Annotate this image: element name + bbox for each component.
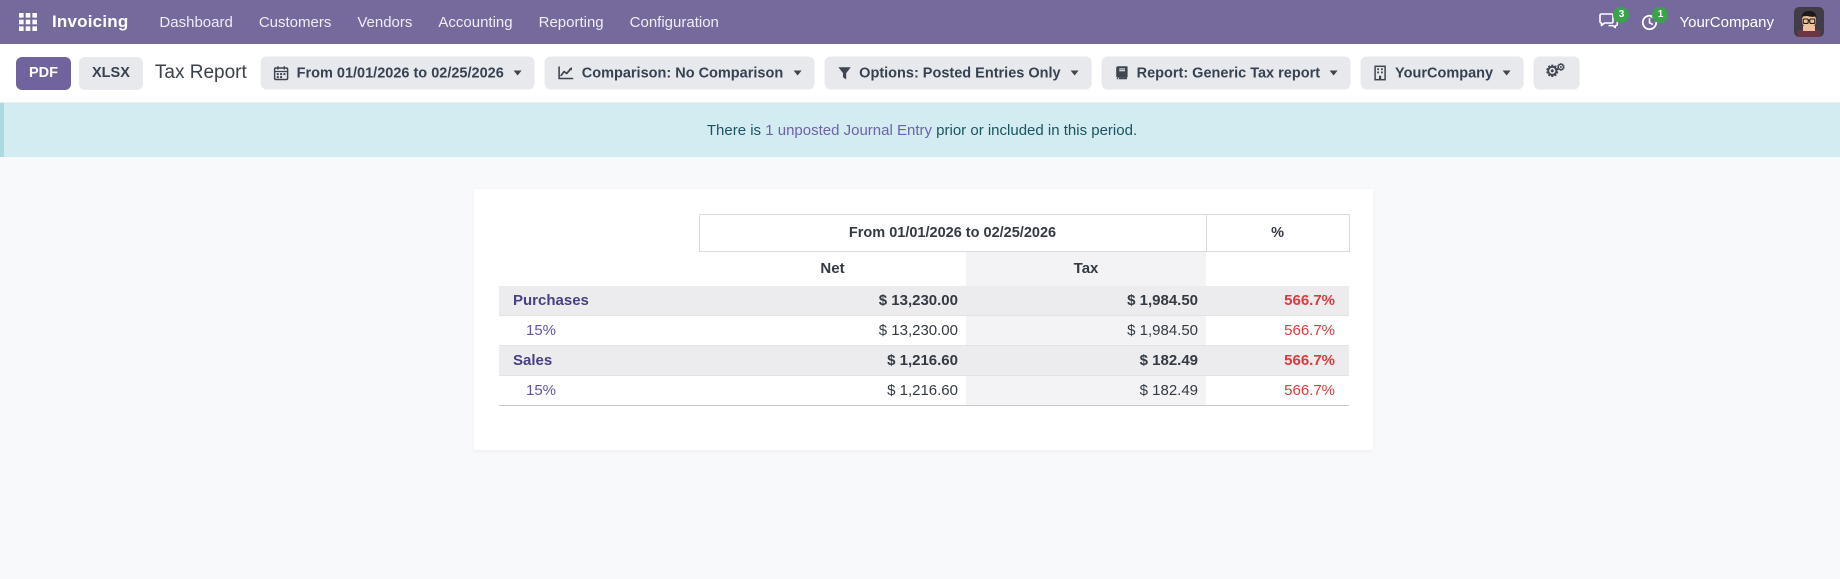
gears-icon: ⚙⚙ (1545, 62, 1566, 80)
filter-funnel-icon (837, 66, 851, 79)
comparison-filter-button[interactable]: Comparison: No Comparison (544, 56, 815, 90)
chevron-down-icon (1330, 70, 1339, 76)
row-name-cell[interactable]: 15% (499, 315, 699, 346)
percent-header-cell: % (1205, 214, 1350, 252)
report-variant-label: Report: Generic Tax report (1136, 65, 1321, 81)
net-tax-header-row: Net Tax (499, 251, 1349, 286)
empty-corner-cell (499, 215, 699, 252)
percent-cell: 566.7% (1206, 345, 1350, 376)
empty-cell (499, 252, 699, 286)
empty-cell (1206, 252, 1349, 286)
table-row: 15% $ 13,230.00 $ 1,984.50 566.7% (499, 315, 1350, 346)
avatar-image (1794, 7, 1824, 37)
activities-count-badge: 1 (1652, 6, 1669, 23)
company-filter-label: YourCompany (1395, 65, 1494, 81)
net-column-header: Net (820, 260, 845, 278)
filter-group: From 01/01/2026 to 02/25/2026 Comparison… (260, 56, 1580, 90)
options-filter-button[interactable]: Options: Posted Entries Only (824, 56, 1092, 90)
percent-cell: 566.7% (1206, 315, 1350, 346)
tax-report-card: From 01/01/2026 to 02/25/2026 % Net Tax … (474, 189, 1373, 450)
menu-item-accounting[interactable]: Accounting (438, 13, 513, 31)
percent-cell: 566.7% (1206, 375, 1350, 406)
activities-button[interactable]: 1 (1640, 6, 1669, 32)
control-bar: PDF XLSX Tax Report From 01/01/2026 to 0… (0, 44, 1840, 103)
table-row: Sales $ 1,216.60 $ 182.49 566.7% (499, 345, 1350, 376)
comparison-label: Comparison: No Comparison (581, 65, 784, 81)
top-navbar: Invoicing Dashboard Customers Vendors Ac… (0, 0, 1840, 44)
navbar-right: 3 1 YourCompany (1598, 6, 1830, 37)
date-range-label: From 01/01/2026 to 02/25/2026 (296, 65, 504, 81)
apps-grid-icon (19, 13, 37, 31)
content-area: From 01/01/2026 to 02/25/2026 % Net Tax … (0, 157, 1840, 579)
unposted-journal-entry-link[interactable]: 1 unposted Journal Entry (765, 121, 932, 139)
messages-count-badge: 3 (1613, 7, 1630, 23)
tax-amount-cell[interactable]: $ 182.49 (966, 345, 1207, 376)
calendar-icon (273, 66, 289, 81)
chevron-down-icon (1503, 70, 1512, 76)
company-switcher[interactable]: YourCompany (1679, 13, 1774, 31)
net-amount-cell[interactable]: $ 1,216.60 (699, 345, 966, 376)
net-amount-cell[interactable]: $ 13,230.00 (699, 315, 966, 346)
user-avatar[interactable] (1794, 7, 1824, 37)
chevron-down-icon (513, 70, 522, 76)
company-filter-button[interactable]: YourCompany (1361, 56, 1525, 90)
row-name-cell[interactable]: 15% (499, 375, 699, 406)
chevron-down-icon (793, 70, 802, 76)
export-xlsx-button[interactable]: XLSX (79, 56, 143, 90)
navbar-left: Invoicing Dashboard Customers Vendors Ac… (12, 4, 732, 41)
percent-cell: 566.7% (1206, 285, 1350, 316)
tax-amount-cell[interactable]: $ 1,984.50 (966, 285, 1207, 316)
app-name[interactable]: Invoicing (52, 12, 129, 31)
building-icon (1374, 65, 1387, 81)
row-name-cell[interactable]: Sales (499, 345, 699, 376)
menu-item-vendors[interactable]: Vendors (357, 13, 413, 31)
page-title: Tax Report (154, 62, 247, 83)
chevron-down-icon (1070, 70, 1079, 76)
tax-report-table: From 01/01/2026 to 02/25/2026 % Net Tax … (499, 214, 1350, 406)
menu-item-dashboard[interactable]: Dashboard (159, 13, 233, 31)
line-chart-icon (558, 66, 574, 80)
report-variant-button[interactable]: Report: Generic Tax report (1101, 56, 1352, 90)
table-row: 15% $ 1,216.60 $ 182.49 566.7% (499, 375, 1350, 406)
row-name-cell[interactable]: Purchases (499, 285, 699, 316)
net-amount-cell[interactable]: $ 13,230.00 (699, 285, 966, 316)
unposted-entries-banner: There is 1 unposted Journal Entry prior … (0, 103, 1840, 157)
book-icon (1116, 66, 1128, 80)
banner-text-before: There is (706, 121, 762, 139)
messages-button[interactable]: 3 (1598, 7, 1630, 31)
apps-menu-button[interactable] (12, 5, 44, 39)
tax-amount-cell[interactable]: $ 1,984.50 (966, 315, 1207, 346)
period-header-row: From 01/01/2026 to 02/25/2026 % (499, 214, 1350, 252)
main-menu: Dashboard Customers Vendors Accounting R… (146, 4, 731, 41)
export-pdf-button[interactable]: PDF (16, 56, 71, 90)
period-header-cell: From 01/01/2026 to 02/25/2026 (698, 214, 1207, 252)
menu-item-customers[interactable]: Customers (258, 13, 332, 31)
table-row: Purchases $ 13,230.00 $ 1,984.50 566.7% (499, 285, 1350, 316)
options-label: Options: Posted Entries Only (859, 65, 1061, 81)
menu-item-reporting[interactable]: Reporting (538, 13, 604, 31)
tax-column-header: Tax (966, 251, 1207, 286)
banner-text-after: prior or included in this period. (936, 121, 1138, 139)
menu-item-configuration[interactable]: Configuration (629, 13, 719, 31)
net-amount-cell[interactable]: $ 1,216.60 (699, 375, 966, 406)
date-range-filter-button[interactable]: From 01/01/2026 to 02/25/2026 (260, 56, 535, 90)
extra-options-button[interactable]: ⚙⚙ (1534, 56, 1580, 90)
tax-amount-cell[interactable]: $ 182.49 (966, 375, 1207, 406)
